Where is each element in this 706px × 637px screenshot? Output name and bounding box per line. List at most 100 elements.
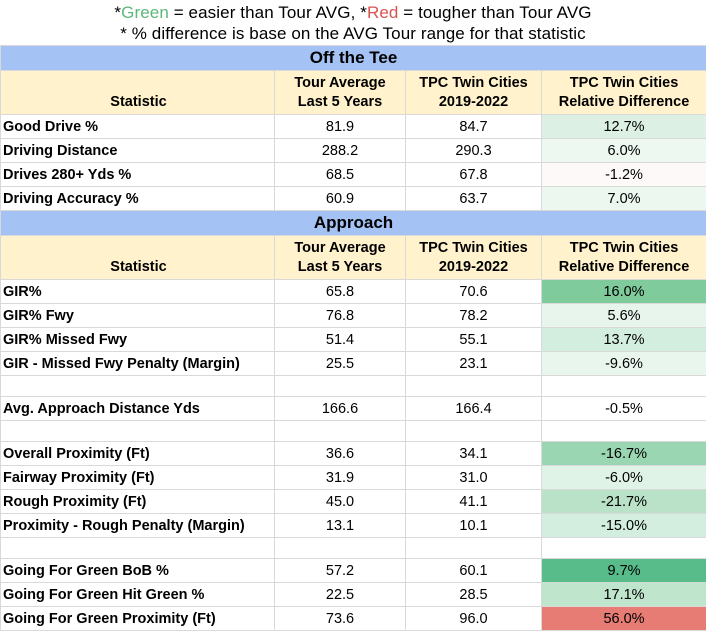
relative-difference-value: -9.6% (540, 351, 706, 376)
statistic-name: GIR% Missed Fwy (0, 327, 275, 352)
relative-difference-value: -21.7% (540, 489, 706, 514)
tpc-value: 78.2 (405, 303, 542, 328)
table-row: GIR% 65.8 70.6 16.0% (0, 279, 706, 304)
section-header: Approach (0, 210, 706, 236)
statistic-name: Overall Proximity (Ft) (0, 441, 275, 466)
tour-average-value: 22.5 (274, 582, 406, 607)
tpc-value: 290.3 (405, 138, 542, 163)
section-title: Off the Tee (0, 45, 706, 71)
section-title: Approach (0, 210, 706, 236)
column-header-row: Statistic Tour Average Last 5 Years TPC Twi… (0, 70, 706, 115)
spacer-row (0, 537, 706, 559)
table-row: Fairway Proximity (Ft) 31.9 31.0 -6.0% (0, 465, 706, 490)
table-row: Driving Distance 288.2 290.3 6.0% (0, 138, 706, 163)
tpc-value: 28.5 (405, 582, 542, 607)
relative-difference-value: 12.7% (540, 114, 706, 139)
relative-difference-value: -16.7% (540, 441, 706, 466)
legend-line-1: *Green = easier than Tour AVG, *Red = to… (0, 0, 706, 23)
header-relative-difference-line-1: TPC Twin Cities (569, 239, 679, 256)
tpc-value: 31.0 (405, 465, 542, 490)
table-row: Driving Accuracy % 60.9 63.7 7.0% (0, 186, 706, 211)
header-tour-average-line-2: Last 5 Years (297, 93, 383, 110)
table-row: GIR% Fwy 76.8 78.2 5.6% (0, 303, 706, 328)
table-row: Rough Proximity (Ft) 45.0 41.1 -21.7% (0, 489, 706, 514)
spacer-cell (274, 375, 406, 397)
relative-difference-value: 16.0% (540, 279, 706, 304)
tour-average-value: 60.9 (274, 186, 406, 211)
tour-average-value: 45.0 (274, 489, 406, 514)
tpc-value: 60.1 (405, 558, 542, 583)
header-tpc-twin-cities: TPC Twin Cities 2019-2022 (405, 70, 542, 115)
column-header-row: Statistic Tour Average Last 5 Years TPC Twi… (0, 235, 706, 280)
tpc-value: 84.7 (405, 114, 542, 139)
relative-difference-value: 7.0% (540, 186, 706, 211)
header-relative-difference: TPC Twin Cities Relative Difference (540, 70, 706, 115)
tpc-value: 67.8 (405, 162, 542, 187)
legend: *Green = easier than Tour AVG, *Red = to… (0, 0, 706, 45)
statistic-name: Rough Proximity (Ft) (0, 489, 275, 514)
legend-line-2: * % difference is base on the AVG Tour r… (120, 24, 586, 43)
spacer-row (0, 420, 706, 442)
table-row: GIR - Missed Fwy Penalty (Margin) 25.5 23.… (0, 351, 706, 376)
statistic-name: Going For Green Hit Green % (0, 582, 275, 607)
spacer-cell (274, 537, 406, 559)
spacer-cell (540, 420, 706, 442)
header-tour-average-line-1: Tour Average (294, 239, 386, 256)
tpc-value: 166.4 (405, 396, 542, 421)
relative-difference-value: -1.2% (540, 162, 706, 187)
spacer-cell (0, 375, 275, 397)
spacer-cell (405, 375, 542, 397)
statistic-name: Driving Distance (0, 138, 275, 163)
header-statistic: Statistic (0, 70, 275, 115)
legend-mid: = easier than Tour AVG, * (168, 3, 367, 22)
header-tour-average-line-1: Tour Average (294, 74, 386, 91)
stats-table: Off the Tee Statistic Tour Average Last 5 Y… (0, 45, 706, 631)
spacer-cell (405, 537, 542, 559)
header-tpc-twin-cities-line-1: TPC Twin Cities (419, 74, 528, 91)
header-tpc-twin-cities-line-1: TPC Twin Cities (419, 239, 528, 256)
tour-average-value: 65.8 (274, 279, 406, 304)
statistic-name: Good Drive % (0, 114, 275, 139)
legend-red-word: Red (366, 3, 399, 22)
tour-average-value: 76.8 (274, 303, 406, 328)
relative-difference-value: -6.0% (540, 465, 706, 490)
relative-difference-value: 5.6% (540, 303, 706, 328)
tour-average-value: 13.1 (274, 513, 406, 538)
header-relative-difference-line-2: Relative Difference (558, 93, 690, 110)
header-relative-difference-line-2: Relative Difference (558, 258, 690, 275)
table-row: GIR% Missed Fwy 51.4 55.1 13.7% (0, 327, 706, 352)
table-row: Proximity - Rough Penalty (Margin) 13.1 10… (0, 513, 706, 538)
tpc-value: 41.1 (405, 489, 542, 514)
tour-average-value: 81.9 (274, 114, 406, 139)
tour-average-value: 25.5 (274, 351, 406, 376)
tpc-value: 70.6 (405, 279, 542, 304)
tour-average-value: 31.9 (274, 465, 406, 490)
spacer-cell (0, 537, 275, 559)
legend-suffix: = tougher than Tour AVG (398, 3, 592, 22)
tour-average-value: 51.4 (274, 327, 406, 352)
statistic-name: Drives 280+ Yds % (0, 162, 275, 187)
header-tpc-twin-cities-line-2: 2019-2022 (438, 93, 509, 110)
header-statistic: Statistic (0, 235, 275, 280)
tour-average-value: 57.2 (274, 558, 406, 583)
header-tour-average-line-2: Last 5 Years (297, 258, 383, 275)
legend-green-word: Green (121, 3, 169, 22)
table-row: Drives 280+ Yds % 68.5 67.8 -1.2% (0, 162, 706, 187)
header-tour-average: Tour Average Last 5 Years (274, 70, 406, 115)
statistic-name: Driving Accuracy % (0, 186, 275, 211)
tpc-value: 55.1 (405, 327, 542, 352)
table-row: Good Drive % 81.9 84.7 12.7% (0, 114, 706, 139)
header-relative-difference: TPC Twin Cities Relative Difference (540, 235, 706, 280)
statistic-name: Going For Green BoB % (0, 558, 275, 583)
table-row: Overall Proximity (Ft) 36.6 34.1 -16.7% (0, 441, 706, 466)
statistic-name: Fairway Proximity (Ft) (0, 465, 275, 490)
tour-average-value: 166.6 (274, 396, 406, 421)
tpc-value: 10.1 (405, 513, 542, 538)
spacer-row (0, 375, 706, 397)
section-header: Off the Tee (0, 45, 706, 71)
header-tpc-twin-cities: TPC Twin Cities 2019-2022 (405, 235, 542, 280)
relative-difference-value: 56.0% (540, 606, 706, 631)
tour-average-value: 288.2 (274, 138, 406, 163)
table-row: Avg. Approach Distance Yds 166.6 166.4 -0.5… (0, 396, 706, 421)
relative-difference-value: -15.0% (540, 513, 706, 538)
